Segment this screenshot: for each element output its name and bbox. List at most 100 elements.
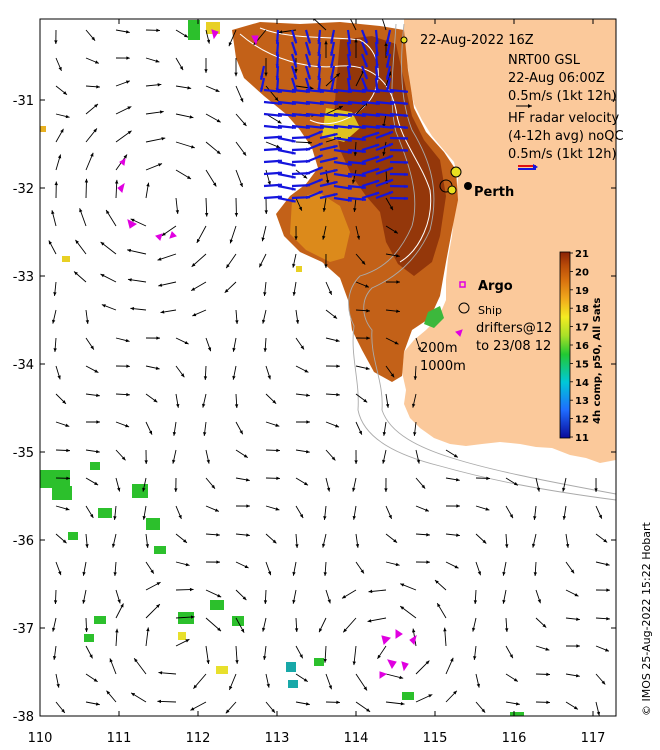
model-vector [292,281,297,296]
model-vector [85,309,90,324]
model-vector [595,588,611,592]
y-tick-label: -38 [13,710,34,725]
colorbar-tick-label: 21 [575,249,589,260]
colorbar-tick-label: 16 [575,341,589,352]
model-vector [175,85,192,90]
model-vector [158,281,177,287]
model-vector [85,449,100,454]
radar-vector [389,124,409,130]
colorbar-tick-label: 20 [575,267,589,278]
model-vector [355,533,360,548]
model-vector [565,644,581,648]
model-vector [145,163,163,171]
model-vector [235,589,247,601]
model-vector [142,477,147,492]
model-vector [382,421,387,436]
radar-vector [330,53,336,68]
radar-vector [375,154,394,164]
model-vector [413,365,418,381]
radar-scale-label: 0.5m/s (1kt 12h) [508,147,617,162]
y-tick-label: -33 [13,270,34,285]
ship-markers [400,36,462,195]
model-vector [55,673,60,688]
model-vector [190,281,207,292]
sst-south-patches [40,462,524,716]
radar-vector [304,53,312,68]
y-tick-label: -31 [13,94,34,109]
model-vector [502,561,507,576]
model-vector [115,603,124,619]
radar-vector [259,65,266,80]
model-vector [400,583,417,591]
model-vector [204,58,208,73]
model-vector [445,504,461,508]
radar-title-1: HF radar velocity [508,111,620,126]
model-vector [55,113,70,119]
colorbar-tick-label: 18 [575,304,589,315]
model-vector [295,645,304,659]
model-vector [115,477,121,492]
model-vector [325,281,333,295]
model-vector [322,197,327,212]
model-vector [415,660,430,675]
model-vector [385,225,399,234]
model-vector [175,561,190,567]
model-vector [55,128,64,143]
radar-vector [333,160,352,166]
vector-scale-arrow [516,104,532,108]
model-vector [85,420,101,424]
model-vector [85,393,100,398]
model-vector [175,57,184,71]
radar-vector [346,65,352,81]
model-vector [100,273,117,283]
radar-vector [305,178,324,188]
axes-frame [39,18,617,717]
radar-vector [375,178,394,188]
radar-vector [277,148,296,155]
model-vector [355,281,370,288]
model-vector [265,85,279,102]
model-vector [85,152,94,171]
model-vector [145,581,161,591]
model-vector [265,476,281,481]
model-vector [235,309,239,324]
model-vector [505,701,520,706]
model-vector [55,701,66,714]
model-vector [355,309,370,313]
credit-label: © IMOS 25-Aug-2022 15:22 Hobart [640,522,653,716]
model-vector [174,477,178,493]
model-vector [323,561,327,576]
radar-vector [385,41,392,56]
x-tick-label: 111 [107,731,132,746]
model-vector [105,209,117,227]
colorbar [559,251,571,439]
x-tick-label: 117 [581,731,606,746]
model-vector [84,178,89,199]
model-vector [205,589,222,598]
model-vector [502,589,507,604]
model-vector [55,57,62,72]
radar-vector [360,41,369,56]
y-tick-label: -34 [13,358,34,373]
x-tick-label: 113 [265,731,290,746]
model-vector [385,393,390,408]
radar-vector [361,191,380,200]
radar-vector [319,144,338,152]
model-vector [353,197,357,212]
model-vector [55,365,61,380]
model-vector [265,393,277,405]
model-vector [55,533,67,544]
model-vector [82,589,87,604]
model-vector [85,85,100,89]
model-vector [145,182,150,199]
city-label: Perth [474,185,514,200]
radar-vector [304,29,312,44]
model-vector [595,673,606,685]
radar-vector [290,41,298,56]
model-vector [355,701,371,713]
model-vector [377,645,387,660]
y-tick-label: -37 [13,622,34,637]
model-vector [535,672,551,677]
model-vector [55,448,71,453]
radar-vector [290,29,298,44]
